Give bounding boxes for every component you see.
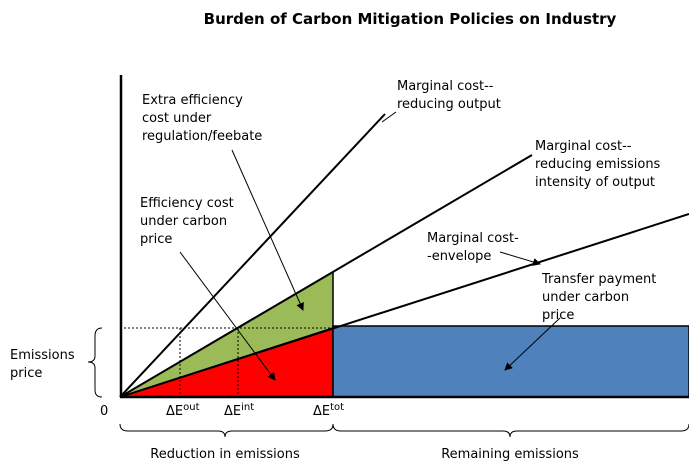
origin: 0 [100, 404, 108, 419]
tick-base: ΔE [166, 404, 183, 419]
arrow [381, 111, 397, 123]
label: under carbon [542, 290, 629, 305]
mc-intensity-line [119, 154, 533, 398]
tick-sup: int [241, 402, 254, 413]
reduction-brace [119, 423, 334, 438]
mc-envelope-line [119, 213, 689, 398]
label: Emissions [10, 348, 75, 363]
title: Burden of Carbon Mitigation Policies on … [204, 10, 617, 28]
label: Extra efficiency [142, 93, 243, 108]
tick-label: ΔEint [224, 402, 254, 419]
arrow [504, 317, 561, 371]
tick-base: ΔE [313, 404, 330, 419]
arrow [231, 149, 304, 311]
label: Marginal cost-- [535, 139, 632, 154]
tick-label: ΔEtot [313, 402, 344, 419]
label: under carbon [140, 214, 227, 229]
label: Marginal cost- [427, 231, 519, 246]
tick-label: ΔEout [166, 402, 200, 419]
label: price [140, 232, 172, 247]
brace-label: Reduction in emissions [150, 447, 300, 462]
blue-area [332, 325, 689, 398]
label: Efficiency cost [140, 196, 234, 211]
label: Marginal cost-- [397, 79, 494, 94]
label: cost under [142, 111, 212, 126]
label: intensity of output [535, 175, 655, 190]
tick-sup: out [183, 402, 199, 413]
price-brace [87, 327, 103, 398]
label: Transfer payment [541, 272, 656, 287]
tick-base: ΔE [224, 404, 241, 419]
remaining-brace [332, 423, 689, 438]
label: reducing output [397, 97, 501, 112]
label: -envelope [427, 249, 491, 264]
arrow [179, 251, 276, 381]
mc-output-line [119, 113, 386, 398]
label: reducing emissions [535, 157, 661, 172]
label: regulation/feebate [142, 129, 262, 144]
label: price [10, 366, 42, 381]
label: price [542, 308, 574, 323]
brace-label: Remaining emissions [441, 447, 579, 462]
tick-sup: tot [330, 402, 344, 413]
arrow [499, 251, 541, 266]
